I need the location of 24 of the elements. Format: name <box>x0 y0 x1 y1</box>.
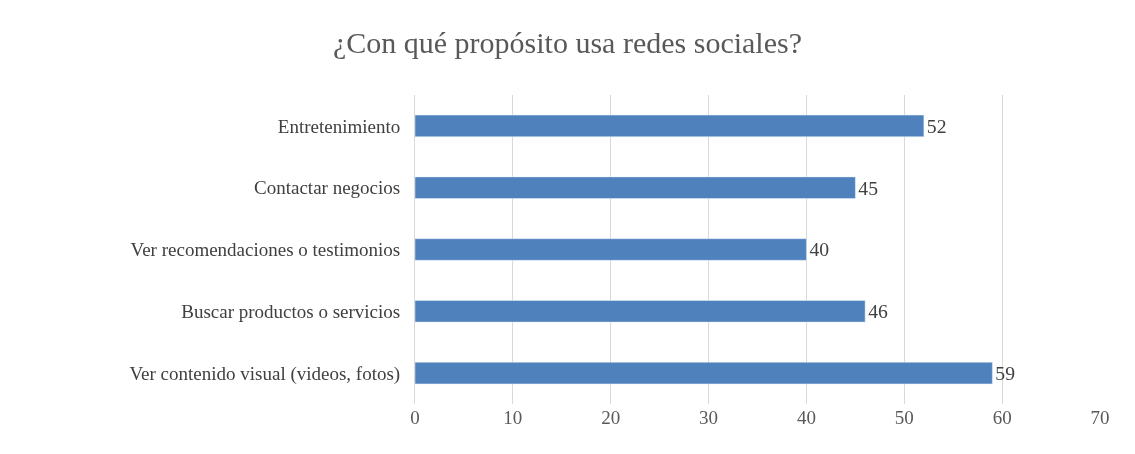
bar <box>415 362 993 385</box>
x-tick-label: 20 <box>601 407 621 428</box>
x-tick-label: 0 <box>410 407 420 428</box>
bar <box>415 114 925 137</box>
chart-title: ¿Con qué propósito usa redes sociales? <box>332 25 803 59</box>
data-label: 52 <box>926 114 947 137</box>
bar <box>415 300 866 323</box>
bar <box>415 238 807 261</box>
y-tick-label: Entretenimiento <box>277 115 401 137</box>
data-label: 40 <box>809 238 830 261</box>
y-tick-label: Ver contenido visual (videos, fotos) <box>129 362 401 385</box>
data-label: 59 <box>995 361 1016 384</box>
data-label: 45 <box>858 176 879 199</box>
x-tick-label: 30 <box>699 407 719 428</box>
x-tick-label: 70 <box>1090 407 1110 428</box>
bar <box>415 176 856 199</box>
x-tick-label: 50 <box>894 407 914 428</box>
x-tick-label: 40 <box>796 407 816 428</box>
x-tick-label: 60 <box>992 407 1012 428</box>
data-label: 46 <box>868 300 888 323</box>
y-tick-label: Ver recomendaciones o testimonios <box>130 239 401 261</box>
y-tick-label: Buscar productos o servicios <box>181 300 401 322</box>
x-tick-label: 10 <box>503 407 523 428</box>
y-tick-label: Contactar negocios <box>254 177 401 199</box>
